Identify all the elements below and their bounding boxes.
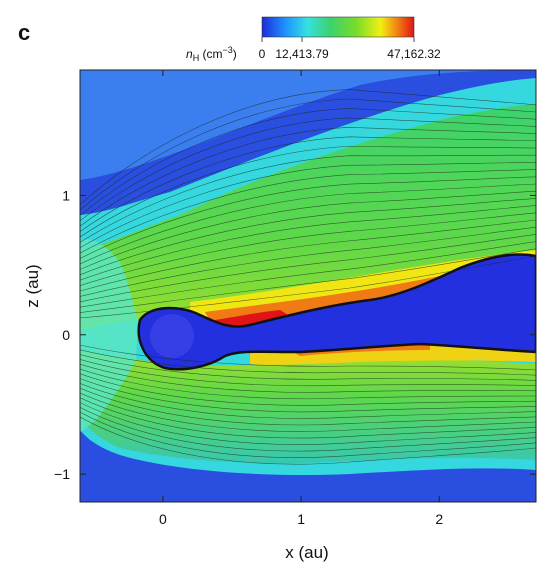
contour-line-lower <box>80 407 536 452</box>
contour-line-upper <box>80 145 536 238</box>
colorbar-close: ) <box>233 47 237 61</box>
contour-line-lower <box>80 368 536 400</box>
contour-line-lower <box>80 402 536 445</box>
contour-line-upper <box>80 219 536 292</box>
y-tick-label: 0 <box>62 327 70 343</box>
contour-line-upper <box>80 154 536 243</box>
contour-line-upper <box>80 108 536 216</box>
contour-line-lower <box>80 416 536 465</box>
heatmap-area <box>80 70 536 502</box>
x-axis: 0 1 2 <box>159 70 443 527</box>
contour-line-lower <box>80 383 536 419</box>
y-axis-title: z (au) <box>23 264 42 307</box>
contour-line-upper <box>80 234 536 303</box>
contour-line-upper <box>80 212 536 286</box>
contour-lines <box>80 89 536 465</box>
contour-line-lower <box>80 354 536 381</box>
colorbar: nH (cm−3) 0 12,413.79 47,162.32 <box>186 16 441 63</box>
contour-line-lower <box>80 411 536 458</box>
contour-line-lower <box>80 387 536 426</box>
panel-label: c <box>18 20 30 45</box>
colorbar-symbol: n <box>186 47 193 61</box>
contour-line-upper <box>80 169 536 254</box>
x-tick-label: 2 <box>435 511 443 527</box>
contour-line-upper <box>80 176 536 259</box>
y-axis: −1 0 1 <box>54 187 536 482</box>
contour-line-upper <box>80 162 536 249</box>
contour-line-upper <box>80 241 536 308</box>
x-tick-label: 1 <box>297 511 305 527</box>
lower-disk-green <box>80 350 536 464</box>
contour-line-upper <box>80 98 536 211</box>
contour-line-upper <box>80 190 536 270</box>
upper-red-peak <box>215 310 290 330</box>
colorbar-exponent: −3 <box>223 45 233 55</box>
contour-line-lower <box>80 349 536 376</box>
contour-line-lower <box>80 373 536 406</box>
x-tick-label: 0 <box>159 511 167 527</box>
contour-line-upper <box>80 89 536 205</box>
y-tick-label: −1 <box>54 466 70 482</box>
contour-line-lower <box>80 363 536 393</box>
colorbar-title: nH (cm−3) <box>186 45 237 63</box>
contour-line-upper <box>80 255 536 319</box>
colorbar-subscript: H <box>193 53 200 63</box>
colorbar-units: (cm <box>203 47 223 61</box>
colorbar-tick-label: 12,413.79 <box>275 47 329 61</box>
central-star-region <box>150 314 194 358</box>
contour-line-lower <box>80 397 536 439</box>
contour-line-lower <box>80 378 536 413</box>
upper-blue-region <box>80 70 536 180</box>
plot-frame <box>79 69 537 503</box>
colorbar-tick-label: 47,162.32 <box>387 47 441 61</box>
contour-line-lower <box>80 359 536 387</box>
central-cavity <box>137 253 536 371</box>
contour-line-upper <box>80 205 536 281</box>
contour-line-upper <box>80 183 536 265</box>
contour-line-upper <box>80 136 536 232</box>
contour-line-upper <box>80 248 536 313</box>
contour-line-upper <box>80 226 536 297</box>
x-axis-title: x (au) <box>285 543 328 562</box>
y-tick-label: 1 <box>62 187 70 203</box>
contour-line-upper <box>80 127 536 227</box>
contour-line-lower <box>80 344 536 371</box>
colorbar-gradient <box>261 16 415 38</box>
colorbar-tick-label: 0 <box>259 47 266 61</box>
contour-line-upper <box>80 198 536 276</box>
contour-line-upper <box>80 117 536 222</box>
contour-line-lower <box>80 392 536 432</box>
